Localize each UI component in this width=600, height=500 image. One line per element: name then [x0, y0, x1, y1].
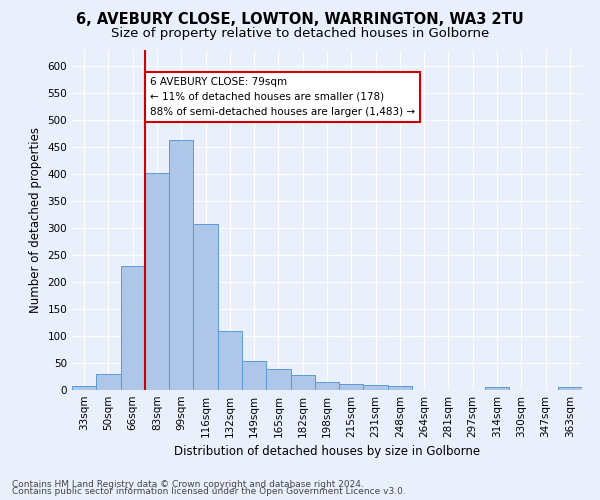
- Bar: [339, 384, 364, 390]
- Bar: [388, 386, 412, 390]
- Bar: [485, 388, 509, 390]
- Bar: [121, 266, 145, 390]
- Y-axis label: Number of detached properties: Number of detached properties: [29, 127, 42, 313]
- Bar: [218, 330, 242, 390]
- Bar: [290, 376, 315, 390]
- Text: Contains HM Land Registry data © Crown copyright and database right 2024.: Contains HM Land Registry data © Crown c…: [12, 480, 364, 489]
- Bar: [242, 361, 266, 390]
- Bar: [315, 382, 339, 390]
- Text: Contains public sector information licensed under the Open Government Licence v3: Contains public sector information licen…: [12, 487, 406, 496]
- Bar: [364, 384, 388, 390]
- Bar: [169, 140, 193, 390]
- Bar: [266, 369, 290, 390]
- Text: 6, AVEBURY CLOSE, LOWTON, WARRINGTON, WA3 2TU: 6, AVEBURY CLOSE, LOWTON, WARRINGTON, WA…: [76, 12, 524, 28]
- Bar: [193, 224, 218, 390]
- Bar: [145, 172, 169, 390]
- Bar: [96, 374, 121, 390]
- Bar: [72, 386, 96, 390]
- Text: 6 AVEBURY CLOSE: 79sqm
← 11% of detached houses are smaller (178)
88% of semi-de: 6 AVEBURY CLOSE: 79sqm ← 11% of detached…: [150, 77, 415, 116]
- Bar: [558, 388, 582, 390]
- Text: Size of property relative to detached houses in Golborne: Size of property relative to detached ho…: [111, 28, 489, 40]
- X-axis label: Distribution of detached houses by size in Golborne: Distribution of detached houses by size …: [174, 446, 480, 458]
